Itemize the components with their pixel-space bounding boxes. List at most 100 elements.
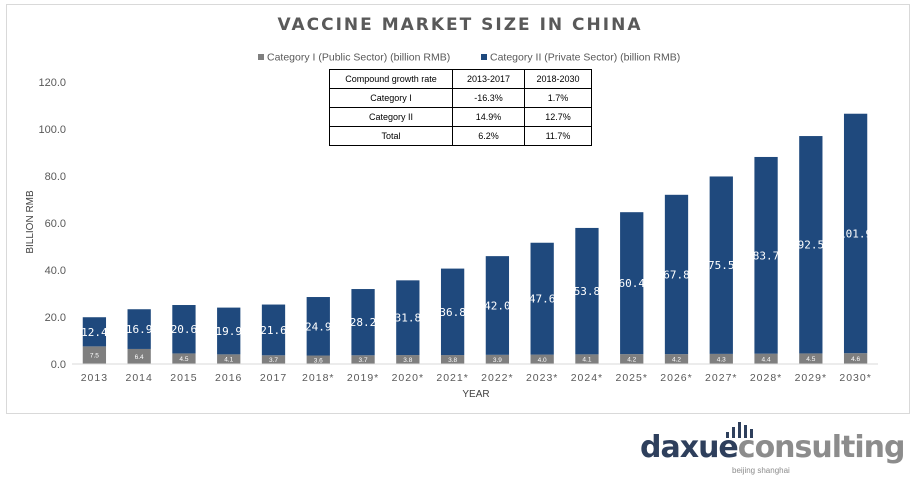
data-label-public: 3.8 (448, 357, 457, 364)
bar-public-2028* (754, 353, 778, 364)
data-label-private: 67.8 (663, 268, 690, 281)
bars: 7.5 12.4 6.4 16.9 4.5 20.6 4.1 19.9 3.7 21.6 3.6 24… (81, 113, 872, 364)
logo-wordmark: daxueconsulting (640, 430, 905, 465)
data-label-private: 42.0 (484, 299, 511, 312)
bar-private-2028* (754, 156, 778, 354)
x-tick-label: 2018* (302, 372, 334, 384)
y-tick-label: 40.0 (45, 265, 66, 277)
data-label-public: 3.8 (403, 357, 412, 364)
data-label-public: 3.7 (359, 357, 368, 364)
data-label-private: 31.8 (395, 312, 422, 325)
company-logo: daxueconsulting beijing shanghai (640, 414, 910, 480)
x-tick-label: 2025* (615, 372, 647, 384)
x-tick-label: 2013 (81, 372, 108, 384)
data-label-private: 101.9 (839, 227, 872, 240)
data-label-public: 4.5 (806, 356, 815, 363)
table-cell: Category II (329, 107, 453, 127)
table-header-cell: 2018-2030 (524, 69, 592, 89)
growth-rate-table: Compound growth rate 2013-2017 2018-2030… (329, 69, 592, 146)
x-tick-label: 2014 (125, 372, 152, 384)
data-label-public: 3.9 (493, 357, 502, 364)
bar-public-2015 (172, 353, 196, 364)
data-label-public: 4.6 (851, 356, 860, 363)
legend-label-1: Category II (Private Sector) (billion RM… (490, 52, 680, 64)
y-tick-label: 120.0 (38, 77, 66, 89)
x-tick-label: 2029* (795, 372, 827, 384)
y-axis-title: BILLION RMB (25, 190, 36, 254)
data-label-private: 92.5 (798, 239, 825, 252)
bar-public-2017 (261, 355, 286, 364)
data-label-private: 21.6 (260, 324, 287, 337)
logo-brand-first: daxue (640, 430, 739, 465)
data-label-public: 3.7 (269, 357, 278, 364)
bar-public-2023* (530, 354, 554, 364)
data-label-private: 12.4 (81, 326, 108, 339)
data-label-private: 24.9 (305, 320, 332, 333)
bar-public-2025* (620, 354, 644, 364)
y-tick-label: 0.0 (51, 359, 66, 371)
y-tick-label: 100.0 (38, 124, 66, 136)
data-label-public: 6.4 (135, 354, 144, 361)
chart-title: VACCINE MARKET SIZE IN CHINA (278, 15, 643, 35)
x-tick-label: 2028* (750, 372, 782, 384)
x-axis-title: YEAR (462, 389, 489, 400)
bar-public-2030* (843, 353, 868, 364)
data-label-private: 83.7 (753, 249, 780, 262)
bar-chart: VACCINE MARKET SIZE IN CHINA Category I … (25, 15, 878, 400)
bar-private-2026* (664, 194, 689, 355)
bar-public-2024* (575, 354, 599, 364)
table-cell: -16.3% (452, 88, 525, 108)
table-header-cell: Compound growth rate (329, 69, 453, 89)
data-label-public: 4.1 (582, 357, 591, 364)
bar-public-2014 (127, 348, 151, 364)
bar-private-2015 (172, 305, 196, 354)
x-tick-label: 2024* (571, 372, 603, 384)
data-label-public: 4.3 (717, 356, 726, 363)
data-label-private: 16.9 (126, 323, 153, 336)
table-cell: 12.7% (524, 107, 592, 127)
table-cell: Category I (329, 88, 453, 108)
x-tick-label: 2019* (347, 372, 379, 384)
bar-private-2024* (575, 227, 599, 355)
bar-private-2019* (351, 289, 375, 356)
data-label-public: 4.2 (627, 357, 636, 364)
bar-public-2018* (306, 355, 330, 364)
bar-private-2030* (843, 113, 868, 354)
table-header-cell: 2013-2017 (452, 69, 525, 89)
bar-private-2021* (440, 268, 465, 356)
data-label-private: 36.8 (439, 306, 466, 319)
data-label-public: 3.6 (314, 357, 323, 364)
table-cell: 1.7% (524, 88, 592, 108)
data-label-public: 4.2 (672, 357, 681, 364)
x-tick-label: 2022* (481, 372, 513, 384)
data-label-private: 75.5 (708, 259, 735, 272)
y-tick-label: 20.0 (45, 312, 66, 324)
logo-tagline: beijing shanghai (732, 466, 790, 475)
data-label-private: 53.8 (574, 285, 601, 298)
chart-frame (6, 4, 910, 414)
bar-private-2017 (261, 304, 286, 356)
x-tick-label: 2030* (839, 372, 871, 384)
logo-brand-second: consulting (737, 430, 906, 465)
bar-private-2016 (217, 307, 241, 355)
data-label-public: 4.1 (224, 357, 233, 364)
data-label-private: 60.4 (618, 277, 645, 290)
x-tick-label: 2026* (660, 372, 692, 384)
y-tick-label: 60.0 (45, 218, 66, 230)
bar-private-2023* (530, 242, 554, 355)
legend: Category I (Public Sector) (billion RMB)… (258, 52, 680, 64)
bar-private-2027* (709, 176, 733, 354)
data-label-public: 4.0 (538, 357, 547, 364)
bar-public-2016 (217, 354, 241, 364)
x-axis: 2013 2014 2015 2016 2017 2018* 2019* 2020* 2021*… (72, 363, 878, 384)
data-label-private: 28.2 (350, 316, 377, 329)
data-label-private: 47.6 (529, 293, 556, 306)
x-tick-label: 2017 (260, 372, 287, 384)
bar-public-2029* (799, 353, 823, 364)
bar-private-2013 (82, 317, 107, 347)
legend-label-0: Category I (Public Sector) (billion RMB) (267, 52, 450, 64)
table-cell: 14.9% (452, 107, 525, 127)
bar-private-2018* (306, 297, 330, 356)
x-tick-label: 2021* (436, 372, 468, 384)
data-label-private: 19.9 (215, 325, 242, 338)
